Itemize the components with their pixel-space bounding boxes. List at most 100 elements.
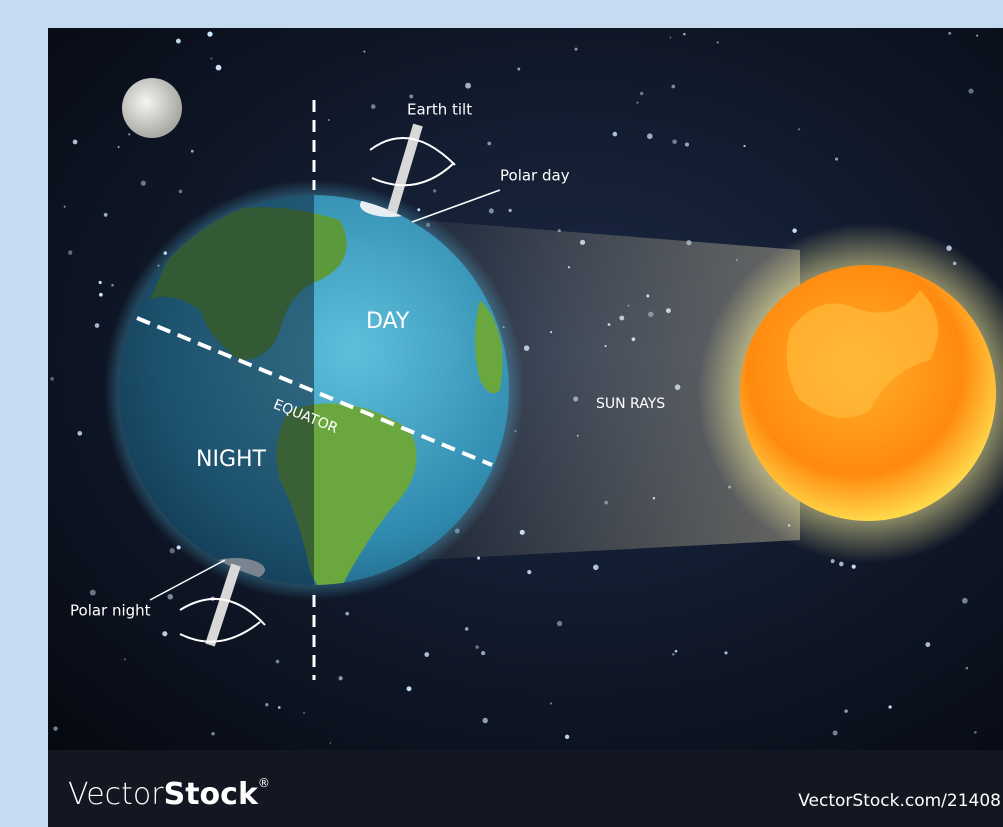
star bbox=[179, 190, 183, 194]
star bbox=[481, 651, 485, 655]
star bbox=[371, 104, 376, 109]
star bbox=[170, 548, 175, 553]
star bbox=[640, 92, 643, 95]
star bbox=[167, 594, 173, 600]
star bbox=[216, 65, 222, 71]
star bbox=[90, 590, 96, 596]
star bbox=[724, 651, 727, 654]
star bbox=[844, 709, 847, 712]
star bbox=[613, 132, 618, 137]
star bbox=[489, 208, 494, 213]
star bbox=[925, 642, 930, 647]
star bbox=[99, 293, 103, 297]
star bbox=[339, 676, 343, 680]
star bbox=[303, 712, 305, 714]
star bbox=[191, 150, 194, 153]
star bbox=[717, 41, 719, 43]
star bbox=[211, 732, 215, 736]
star bbox=[743, 145, 745, 147]
star bbox=[647, 133, 653, 139]
star bbox=[550, 702, 552, 704]
registered: ® bbox=[258, 776, 270, 790]
star bbox=[77, 431, 82, 436]
star bbox=[328, 119, 330, 121]
star bbox=[482, 718, 487, 723]
star bbox=[593, 565, 599, 571]
star bbox=[966, 667, 969, 670]
star bbox=[68, 250, 72, 254]
brand: VectorStock® bbox=[68, 776, 270, 812]
star bbox=[210, 58, 212, 60]
star bbox=[433, 189, 436, 192]
star bbox=[265, 703, 268, 706]
star bbox=[671, 85, 675, 89]
star bbox=[508, 209, 511, 212]
brand-light: Vector bbox=[68, 777, 164, 812]
star bbox=[104, 213, 108, 217]
star bbox=[683, 33, 685, 35]
star bbox=[670, 37, 672, 39]
star bbox=[128, 133, 130, 135]
star bbox=[852, 565, 856, 569]
star bbox=[124, 658, 126, 660]
star bbox=[792, 228, 797, 233]
star bbox=[345, 612, 349, 616]
star bbox=[637, 102, 639, 104]
star bbox=[962, 598, 968, 604]
label: Polar day bbox=[500, 167, 570, 185]
star bbox=[118, 146, 120, 148]
star bbox=[475, 645, 479, 649]
star bbox=[363, 51, 365, 53]
star bbox=[517, 68, 520, 71]
star bbox=[557, 621, 562, 626]
star bbox=[73, 140, 78, 145]
star bbox=[409, 94, 413, 98]
moon bbox=[122, 78, 182, 138]
label: SUN RAYS bbox=[596, 396, 665, 412]
star bbox=[672, 139, 677, 144]
star bbox=[685, 142, 689, 146]
star bbox=[833, 730, 838, 735]
star bbox=[53, 726, 57, 730]
star bbox=[407, 686, 412, 691]
brand-bold: Stock bbox=[164, 777, 259, 812]
star bbox=[111, 284, 114, 287]
star bbox=[974, 731, 977, 734]
star bbox=[976, 35, 978, 37]
star bbox=[141, 181, 146, 186]
star bbox=[477, 557, 480, 560]
star bbox=[276, 660, 280, 664]
label: NIGHT bbox=[196, 447, 267, 472]
star bbox=[465, 83, 471, 89]
star bbox=[64, 206, 66, 208]
star bbox=[831, 559, 835, 563]
star bbox=[888, 705, 891, 708]
footer-url: VectorStock.com/21408 bbox=[798, 791, 1001, 811]
star bbox=[162, 631, 167, 636]
star bbox=[95, 323, 100, 328]
star bbox=[968, 88, 973, 93]
star bbox=[948, 32, 951, 35]
star bbox=[207, 31, 212, 36]
star bbox=[278, 706, 281, 709]
label: DAY bbox=[366, 309, 410, 334]
label: Earth tilt bbox=[407, 101, 472, 119]
star bbox=[176, 39, 181, 44]
label: Polar night bbox=[70, 602, 151, 620]
illustration: Earth tilt Polar day DAY EQUATOR NIGHT S… bbox=[0, 0, 1003, 827]
page: Earth tilt Polar day DAY EQUATOR NIGHT S… bbox=[0, 0, 1003, 827]
star bbox=[424, 652, 429, 657]
star bbox=[565, 735, 569, 739]
star bbox=[50, 377, 54, 381]
star bbox=[672, 653, 675, 656]
star bbox=[798, 128, 800, 130]
star bbox=[99, 281, 102, 284]
star bbox=[487, 142, 491, 146]
star bbox=[575, 48, 578, 51]
star bbox=[839, 562, 844, 567]
star bbox=[329, 742, 331, 744]
star bbox=[465, 627, 469, 631]
star bbox=[835, 157, 838, 160]
star bbox=[675, 650, 678, 653]
star bbox=[527, 570, 531, 574]
